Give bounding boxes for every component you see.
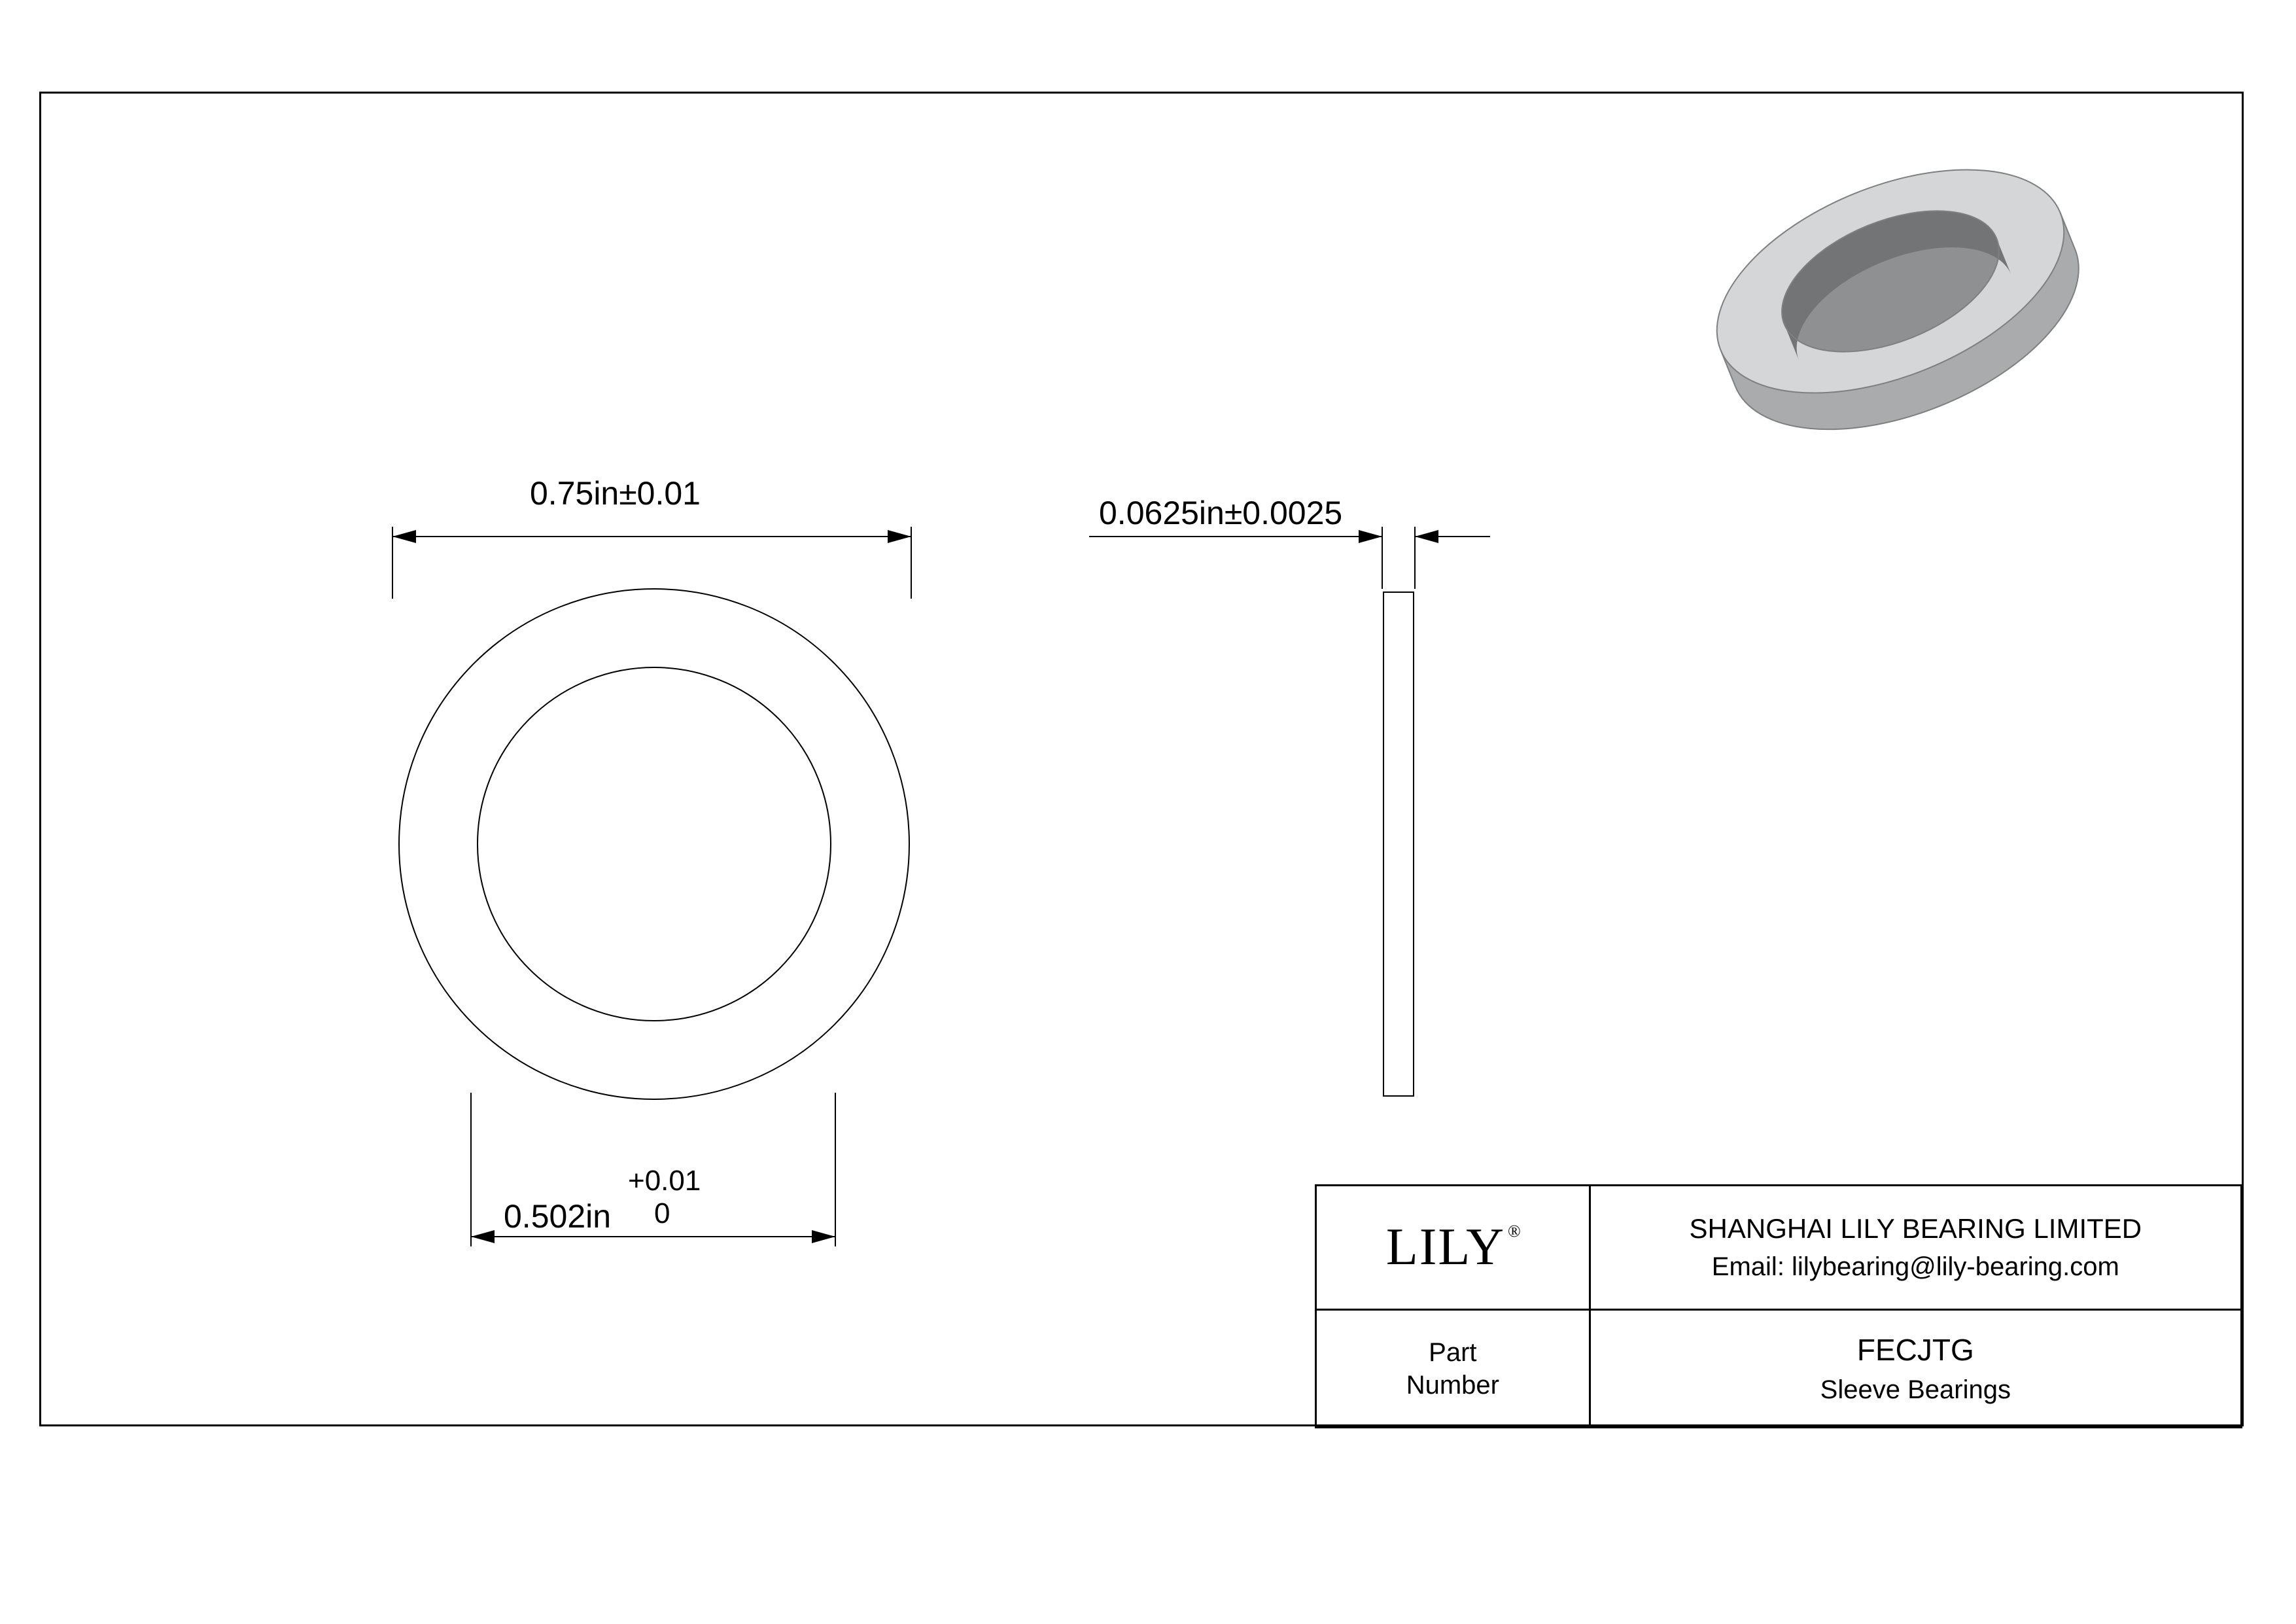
title-block-part-value-cell: FECJTG Sleeve Bearings (1590, 1310, 2241, 1428)
title-block-part-label-cell: Part Number (1316, 1310, 1590, 1428)
email-address: lilybearing@lily-bearing.com (1792, 1252, 2119, 1281)
page-root: 0.75in±0.01 0.0625in±0.0025 0.502in +0.0… (0, 0, 2296, 1624)
title-block-logo-cell: LILY® (1316, 1186, 1590, 1310)
title-block-company-cell: SHANGHAI LILY BEARING LIMITED Email: lil… (1590, 1186, 2241, 1310)
render-3d-ring (1685, 125, 2110, 474)
dim-inner-diameter-tol-bot: 0 (654, 1197, 670, 1230)
logo-trademark: ® (1508, 1222, 1522, 1241)
title-block: LILY® SHANGHAI LILY BEARING LIMITED Emai… (1315, 1184, 2242, 1428)
dim-inner-diameter-tol-top: +0.01 (628, 1165, 701, 1197)
part-description: Sleeve Bearings (1610, 1375, 2221, 1405)
dim-inner-diameter-value: 0.502in (504, 1197, 611, 1235)
email-label: Email: (1712, 1252, 1792, 1281)
side-view (1383, 592, 1414, 1096)
part-label-line2: Number (1336, 1369, 1569, 1402)
dim-thickness (1089, 527, 1490, 589)
part-number: FECJTG (1610, 1332, 2221, 1368)
dim-thickness-label: 0.0625in±0.0025 (1099, 494, 1342, 532)
front-view (399, 589, 909, 1099)
company-name: SHANGHAI LILY BEARING LIMITED (1610, 1213, 2221, 1244)
logo-text: LILY® (1386, 1218, 1520, 1276)
dim-outer-diameter-label: 0.75in±0.01 (530, 474, 701, 512)
logo-word: LILY (1386, 1218, 1505, 1276)
part-label-line1: Part (1336, 1336, 1569, 1369)
dim-outer-diameter (392, 527, 911, 599)
company-email-line: Email: lilybearing@lily-bearing.com (1610, 1252, 2221, 1282)
